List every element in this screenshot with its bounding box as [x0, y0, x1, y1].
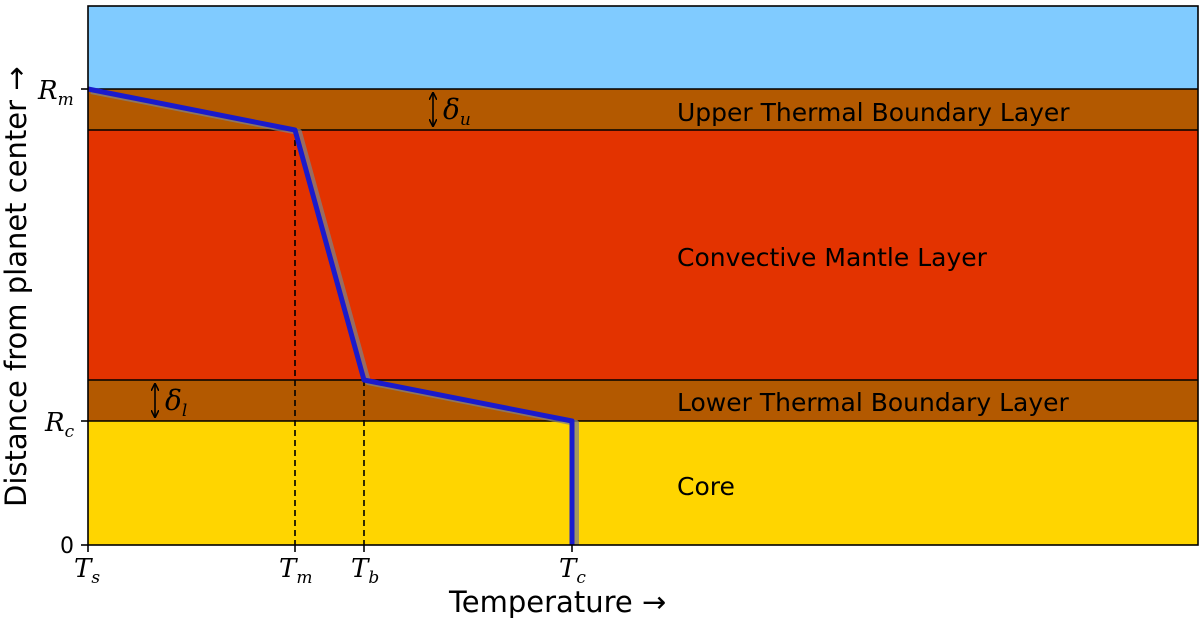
upper-thickness-subscript: u: [460, 110, 471, 130]
x-tick-tc-main: T: [559, 554, 578, 584]
x-tick-tb-main: T: [351, 554, 370, 584]
upper-thickness-symbol: δ: [443, 93, 460, 126]
core-band: [88, 421, 1198, 545]
y-tick-rm-main: R: [37, 76, 58, 106]
x-tick-tm-sub: m: [296, 568, 312, 588]
x-tick-label-tb: Tb: [351, 554, 379, 588]
lower-boundary-layer-band: [88, 380, 1198, 421]
temperature-guides: [294, 130, 365, 545]
x-tick-tc-sub: c: [576, 568, 586, 588]
convective-mantle-layer-band: [88, 130, 1198, 380]
x-tick-ts-main: T: [74, 554, 93, 584]
upper-thickness-label: δu: [443, 93, 471, 130]
core-layer-label: Core: [677, 472, 735, 501]
temperature-profile-line: [87, 86, 575, 545]
atmosphere-band: [88, 6, 1198, 89]
lower-thickness-label: δl: [165, 384, 187, 421]
x-tick-label-ts: Ts: [74, 554, 100, 588]
upper-boundary-layer-label: Upper Thermal Boundary Layer: [677, 98, 1070, 127]
lower-thickness-subscript: l: [182, 401, 187, 421]
plot-frame: [87, 5, 1199, 546]
y-axis-ticks: [81, 88, 88, 546]
x-tick-label-tc: Tc: [559, 554, 586, 588]
convective-mantle-layer-label: Convective Mantle Layer: [677, 243, 988, 272]
y-tick-rc-main: R: [44, 408, 65, 438]
x-axis-ticks: [87, 545, 573, 552]
layer-boundaries: [88, 88, 1198, 422]
y-tick-label-rm: Rm: [37, 76, 74, 110]
y-tick-rc-sub: c: [65, 422, 75, 442]
y-tick-rm-sub: m: [58, 90, 74, 110]
x-tick-ts-sub: s: [91, 568, 100, 588]
x-tick-tb-sub: b: [368, 568, 379, 588]
lower-thickness-symbol: δ: [165, 384, 182, 417]
x-tick-label-tm: Tm: [279, 554, 312, 588]
x-tick-tm-main: T: [279, 554, 298, 584]
y-tick-label-zero: 0: [60, 534, 74, 559]
y-axis-title: Distance from planet center →: [0, 66, 33, 507]
lower-boundary-layer-label: Lower Thermal Boundary Layer: [677, 388, 1070, 417]
y-tick-label-rc: Rc: [44, 408, 75, 442]
x-axis-title: Temperature →: [448, 585, 666, 619]
